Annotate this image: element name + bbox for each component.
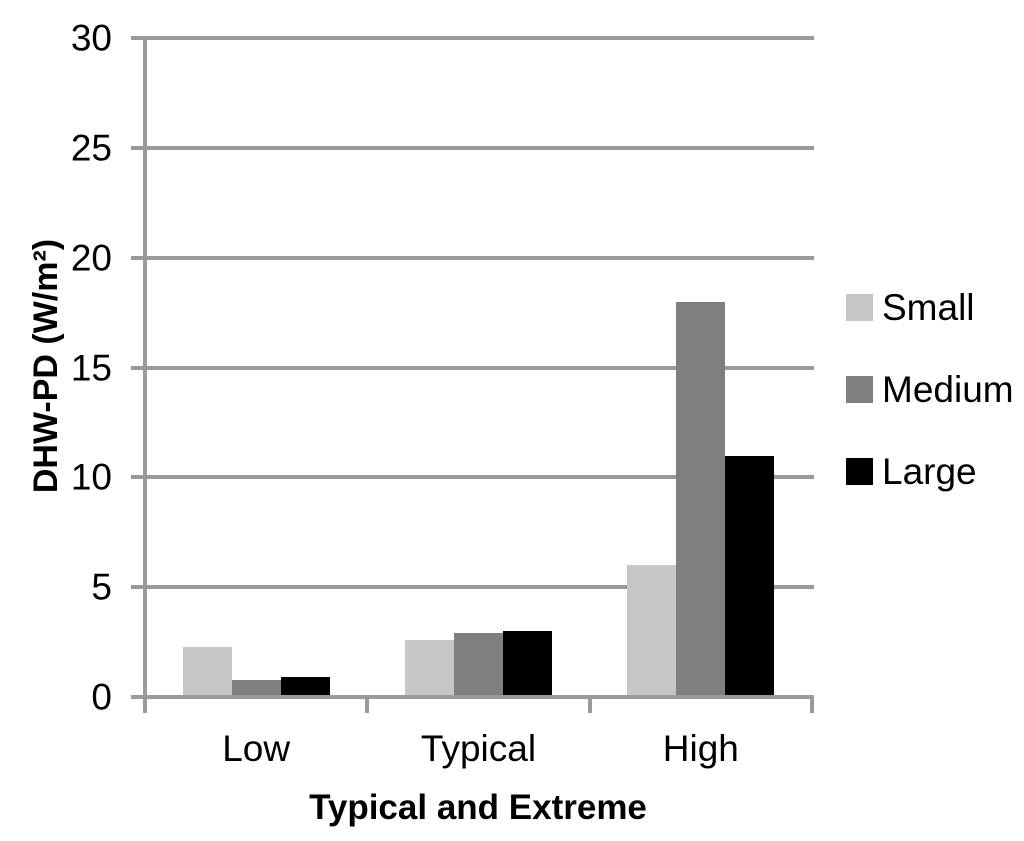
y-tick-label-30: 30 xyxy=(70,17,112,59)
x-category-label-high: High xyxy=(662,728,739,769)
legend-item-large: Large xyxy=(846,453,977,490)
x-category-label-typical: Typical xyxy=(420,728,537,769)
legend-item-medium: Medium xyxy=(846,371,1014,408)
legend-label-small: Small xyxy=(882,287,975,328)
x-category-label-low: Low xyxy=(222,728,291,769)
bar-small-high xyxy=(627,565,677,695)
bar-small-typical xyxy=(405,640,454,695)
legend-label-large: Large xyxy=(882,451,977,492)
bar-medium-typical xyxy=(454,633,503,695)
legend-item-small: Small xyxy=(846,289,975,326)
y-tick-label-10: 10 xyxy=(70,456,112,498)
y-tick-label-20: 20 xyxy=(70,237,112,279)
y-tick-label-25: 25 xyxy=(70,127,112,169)
gridline-y0 xyxy=(131,695,814,699)
legend-label-medium: Medium xyxy=(882,369,1014,410)
x-axis-tick-2 xyxy=(587,697,592,713)
gridline-y10 xyxy=(131,475,814,480)
legend-swatch-large xyxy=(846,458,873,485)
legend-swatch-medium xyxy=(846,376,873,403)
gridline-y25 xyxy=(131,145,814,150)
x-axis-tick-0 xyxy=(143,697,147,713)
gridline-y15 xyxy=(131,365,814,370)
gridline-y30 xyxy=(131,36,814,40)
x-axis-title: Typical and Extreme xyxy=(309,788,647,827)
x-axis-tick-1 xyxy=(365,697,370,713)
gridline-y20 xyxy=(131,255,814,260)
bar-large-high xyxy=(725,455,775,695)
y-tick-label-0: 0 xyxy=(91,676,112,718)
gridline-y5 xyxy=(131,585,814,590)
y-tick-label-15: 15 xyxy=(70,347,112,388)
bar-large-typical xyxy=(503,631,552,695)
bar-small-low xyxy=(182,646,232,695)
y-axis-line xyxy=(143,36,147,699)
y-tick-label-5: 5 xyxy=(91,566,112,608)
bar-large-low xyxy=(280,677,330,695)
legend-swatch-small xyxy=(846,294,873,321)
bar-medium-low xyxy=(231,679,281,695)
bar-medium-high xyxy=(676,301,726,695)
x-axis-tick-3 xyxy=(810,697,814,713)
